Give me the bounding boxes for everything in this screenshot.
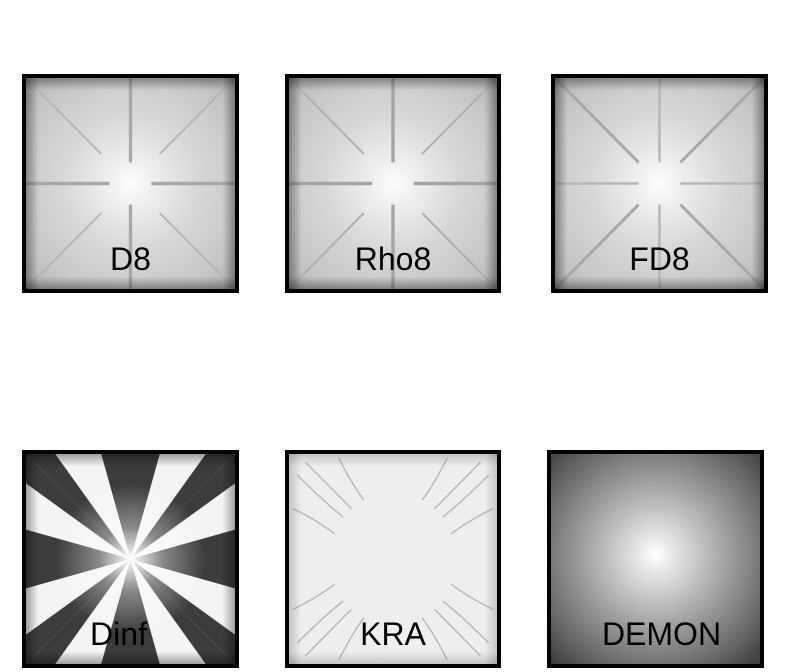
rho8-flow-image bbox=[289, 78, 497, 289]
panel-demon: DEMON bbox=[547, 450, 764, 668]
panel-dinf: Dinf bbox=[22, 450, 239, 668]
panel-label-d8: D8 bbox=[110, 241, 151, 277]
panel-label-demon: DEMON bbox=[601, 616, 722, 652]
d8-flow-image bbox=[26, 78, 235, 289]
panel-d8: D8 bbox=[22, 74, 239, 293]
panel-rho8: Rho8 bbox=[285, 74, 501, 293]
panel-kra: KRA bbox=[285, 450, 501, 668]
panel-label-dinf: Dinf bbox=[90, 616, 147, 652]
panel-fd8: FD8 bbox=[551, 74, 768, 293]
dinf-flow-image bbox=[26, 454, 235, 664]
panel-label-rho8: Rho8 bbox=[354, 241, 432, 277]
demon-flow-image bbox=[551, 454, 760, 664]
fd8-flow-image bbox=[555, 78, 764, 289]
panel-label-kra: KRA bbox=[360, 616, 426, 652]
kra-flow-image bbox=[289, 454, 497, 664]
panel-label-fd8: FD8 bbox=[629, 241, 690, 277]
